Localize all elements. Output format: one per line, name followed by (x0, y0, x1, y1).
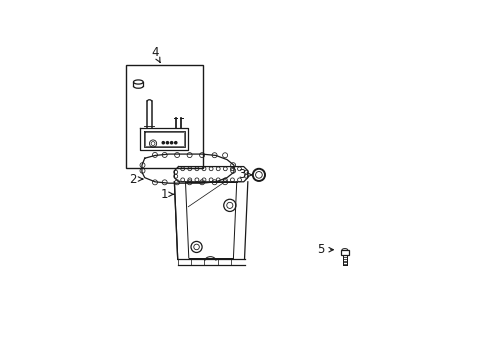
Text: 1: 1 (161, 188, 174, 201)
Text: 4: 4 (151, 46, 160, 62)
Bar (340, 250, 348, 255)
Text: 3: 3 (238, 168, 251, 181)
Text: 2: 2 (129, 172, 142, 185)
Circle shape (166, 141, 168, 144)
Circle shape (174, 141, 177, 144)
Bar (125, 66, 203, 168)
Circle shape (170, 141, 172, 144)
Circle shape (162, 141, 164, 144)
Text: 5: 5 (317, 243, 333, 256)
